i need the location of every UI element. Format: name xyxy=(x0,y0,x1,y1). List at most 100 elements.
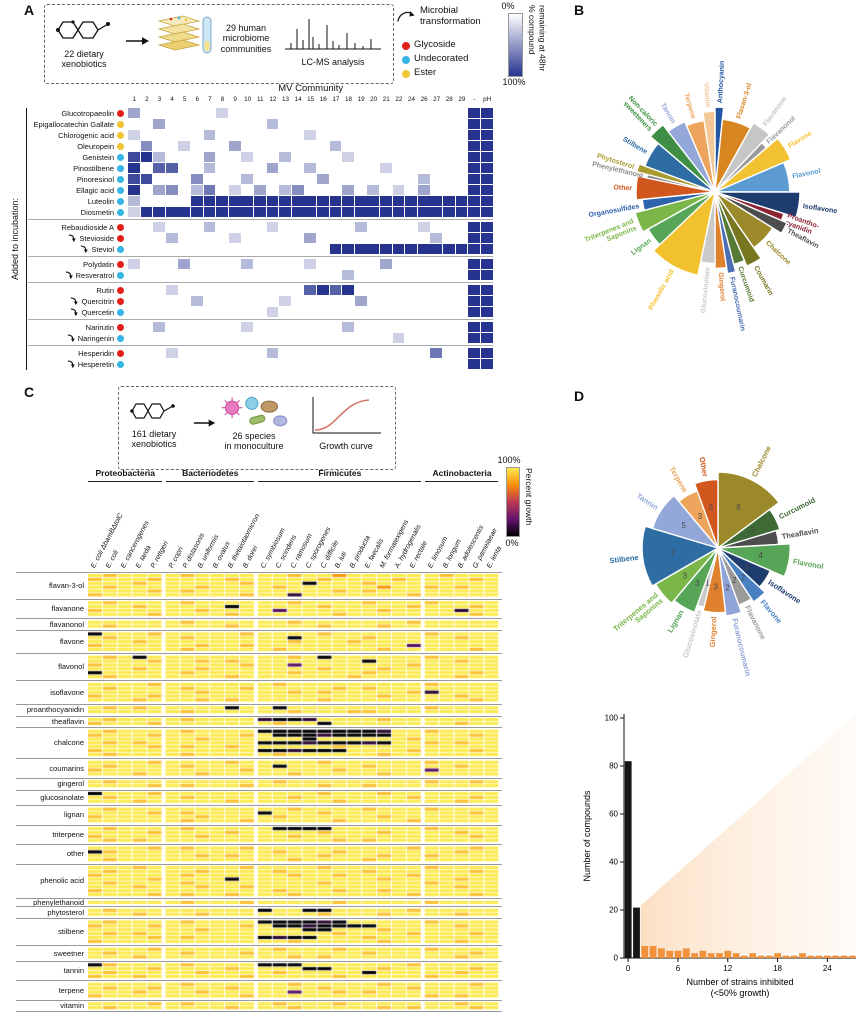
transformation-arrow-icon xyxy=(67,359,75,368)
mv-cell xyxy=(216,333,228,344)
mv-row-label: Rutin xyxy=(28,285,114,296)
wheel-slice-count: 4 xyxy=(758,551,763,560)
wheel-slice-count: 3 xyxy=(709,503,714,512)
compound-type-dot xyxy=(117,298,124,305)
wheel-slice-count: 3 xyxy=(683,571,688,580)
compound-type-dot xyxy=(117,324,124,331)
mv-cell xyxy=(140,108,153,119)
mv-cell xyxy=(241,322,254,333)
mv-cell xyxy=(455,285,468,296)
mv-cell xyxy=(380,359,392,370)
mv-cell xyxy=(354,333,367,344)
mv-cell xyxy=(392,348,405,359)
compound-name: Ellagic acid xyxy=(76,185,114,195)
mv-cell xyxy=(342,207,354,218)
mv-cell xyxy=(342,196,354,207)
compound-type-dot xyxy=(117,350,124,357)
mv-cell xyxy=(417,259,430,270)
mv-cell xyxy=(480,185,493,196)
class-label: chalcone xyxy=(53,738,84,748)
mv-cell xyxy=(392,359,405,370)
mv-col-label: 22 xyxy=(395,96,403,103)
mv-cell xyxy=(203,152,216,163)
mv-cell xyxy=(380,348,392,359)
transformation-arrow-icon xyxy=(71,296,79,305)
mv-cell xyxy=(140,152,153,163)
mv-cell xyxy=(203,196,216,207)
compound-type-dot xyxy=(117,272,124,279)
mv-cell xyxy=(291,333,304,344)
class-separator xyxy=(16,789,502,791)
mv-cell xyxy=(329,296,342,307)
class-separator xyxy=(16,629,502,631)
mv-cell xyxy=(380,141,392,152)
mv-cell xyxy=(430,285,443,296)
mv-cell xyxy=(430,322,443,333)
mv-cell xyxy=(317,119,329,130)
mv-cell xyxy=(228,296,241,307)
wheel-slice-count: 5 xyxy=(681,521,686,530)
mv-row-label: Pinostilbene xyxy=(28,163,114,174)
mv-cell xyxy=(228,244,241,255)
class-separator xyxy=(16,863,502,865)
mv-cell xyxy=(455,244,468,255)
a-colorbar-label: % compound remaining at 48hr xyxy=(527,5,548,72)
mv-cell xyxy=(468,163,480,174)
mv-cell xyxy=(455,196,468,207)
mv-cell xyxy=(380,196,392,207)
mv-cell xyxy=(468,285,480,296)
mv-cell xyxy=(191,270,203,281)
mv-cell xyxy=(417,108,430,119)
mv-cell xyxy=(342,296,354,307)
inhibition-class-wheel: 8 Chalcone 3 Curcumoid 2 Theaflavin 4 Flavonol 3… xyxy=(609,444,824,677)
mv-cell xyxy=(354,152,367,163)
mv-cell xyxy=(128,119,140,130)
mv-cell xyxy=(279,244,291,255)
transformation-arrow-icon xyxy=(69,233,77,242)
mv-cell xyxy=(329,174,342,185)
mv-cell xyxy=(417,207,430,218)
hist-bar xyxy=(699,950,707,958)
mv-cell xyxy=(153,222,165,233)
mv-cell xyxy=(128,185,140,196)
mv-cell xyxy=(128,152,140,163)
mv-cell xyxy=(140,244,153,255)
mv-cell xyxy=(417,296,430,307)
wheel-label: Other xyxy=(697,456,709,477)
mv-cell xyxy=(455,296,468,307)
mv-cell xyxy=(455,222,468,233)
class-label: sweetner xyxy=(53,948,84,958)
mv-cell xyxy=(153,348,165,359)
mv-cell xyxy=(468,222,480,233)
mv-cell xyxy=(216,359,228,370)
hist-bar xyxy=(674,950,682,958)
mv-cell xyxy=(392,296,405,307)
wheel-slice xyxy=(717,508,781,549)
mv-cell xyxy=(417,141,430,152)
xenobiotic-class-wheel: Anthocyanin Flavan-3-ol FlavanoneFlavanono… xyxy=(584,61,838,332)
mv-cell xyxy=(443,141,455,152)
mv-cell xyxy=(254,130,266,141)
mv-cell xyxy=(128,348,140,359)
mv-row-label: Pinoresinol xyxy=(28,174,114,185)
class-separator xyxy=(16,777,502,779)
mv-cell xyxy=(430,130,443,141)
compound-type-dot xyxy=(117,121,124,128)
compound-name: Steviol xyxy=(91,244,114,254)
mv-cell xyxy=(480,174,493,185)
mv-cell xyxy=(128,222,140,233)
mv-cell xyxy=(203,296,216,307)
mv-cell xyxy=(128,233,140,244)
mv-cell xyxy=(405,222,417,233)
mv-cell xyxy=(417,348,430,359)
mv-row-label: Narirutin xyxy=(28,322,114,333)
mv-cell xyxy=(203,259,216,270)
mv-cell xyxy=(367,207,380,218)
mv-cell xyxy=(329,196,342,207)
mv-cell xyxy=(430,359,443,370)
mv-cell xyxy=(317,296,329,307)
y-axis-label: Number of compounds xyxy=(582,790,592,882)
mv-cell xyxy=(266,322,279,333)
mv-cell xyxy=(203,307,216,318)
mv-cell xyxy=(254,270,266,281)
